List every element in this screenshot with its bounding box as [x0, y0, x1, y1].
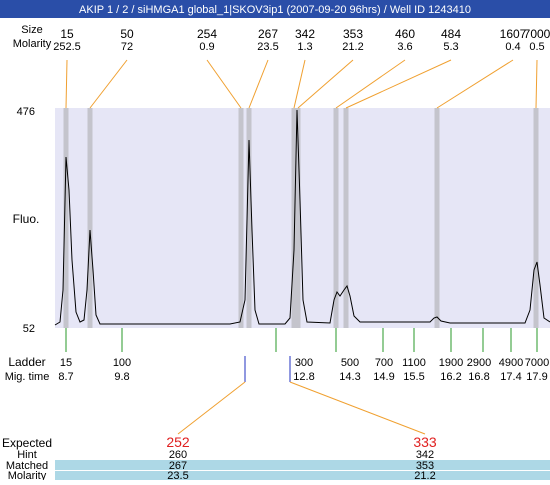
ladder-size: 700 — [375, 357, 393, 369]
ladder-mig: 8.7 — [58, 371, 73, 383]
y-min: 52 — [23, 323, 35, 335]
ladder-size: 500 — [341, 357, 359, 369]
title: AKIP 1 / 2 / siHMGA1 global_1|SKOV3ip1 (… — [79, 4, 471, 16]
ladder-size: 4900 — [499, 357, 523, 369]
size-label: Size — [21, 24, 42, 36]
ladder-mig: 16.8 — [468, 371, 489, 383]
hint-value: 342 — [416, 449, 434, 461]
peak-connector — [345, 59, 452, 109]
peak-connector — [436, 59, 514, 109]
ladder-size: 1900 — [439, 357, 463, 369]
expected-label: Expected — [2, 436, 52, 450]
peak-size: 267 — [258, 27, 278, 41]
peak-band — [87, 108, 93, 328]
title-bar — [0, 0, 550, 18]
mig-label: Mig. time — [5, 371, 50, 383]
peak-band — [246, 108, 252, 328]
hint-value: 260 — [169, 449, 187, 461]
peak-size: 50 — [120, 27, 134, 41]
molarity-row — [55, 471, 550, 480]
peak-band — [63, 108, 69, 328]
matched-value: 267 — [169, 460, 187, 472]
matched-label: Matched — [6, 460, 48, 472]
exp-molarity-label: Molarity — [8, 470, 47, 480]
peak-size: 342 — [295, 27, 315, 41]
trace — [54, 109, 550, 326]
peak-connector — [206, 59, 242, 109]
ladder-mig: 14.9 — [373, 371, 394, 383]
ladder-size: 100 — [113, 357, 131, 369]
y-max: 476 — [17, 106, 35, 118]
ladder-mig: 17.9 — [526, 371, 547, 383]
peak-molarity: 0.4 — [505, 41, 520, 53]
peak-band — [295, 108, 301, 328]
peak-band — [533, 108, 539, 328]
peak-connector — [65, 59, 68, 109]
peak-molarity: 0.5 — [529, 41, 544, 53]
ladder-size: 15 — [60, 357, 72, 369]
peak-size: 1607 — [500, 27, 527, 41]
peak-size: 353 — [343, 27, 363, 41]
peak-band — [343, 108, 349, 328]
ladder-size: 1100 — [402, 357, 426, 369]
ladder-size: 7000 — [525, 357, 549, 369]
peak-connector — [248, 59, 269, 109]
ladder-mig: 9.8 — [114, 371, 129, 383]
expected-connector — [177, 381, 246, 435]
peak-molarity: 23.5 — [257, 41, 278, 53]
ladder-mig: 16.2 — [440, 371, 461, 383]
peak-molarity: 1.3 — [297, 41, 312, 53]
peak-connector — [535, 59, 538, 109]
expected-value: 252 — [166, 434, 190, 450]
matched-row — [55, 460, 550, 470]
peak-size: 484 — [441, 27, 461, 41]
peak-connector — [89, 59, 128, 109]
peak-band — [434, 108, 440, 328]
molarity-label: Molarity — [13, 38, 52, 50]
peak-molarity: 252.5 — [53, 41, 81, 53]
peak-molarity: 3.6 — [397, 41, 412, 53]
ladder-size: 300 — [295, 357, 313, 369]
peak-band — [291, 108, 297, 328]
peak-molarity: 0.9 — [199, 41, 214, 53]
peak-molarity: 72 — [121, 41, 133, 53]
expected-connector — [289, 381, 426, 435]
matched-value: 353 — [416, 460, 434, 472]
peak-connector — [335, 59, 406, 109]
peak-size: 254 — [197, 27, 217, 41]
ladder-mig: 12.8 — [293, 371, 314, 383]
molarity-value: 23.5 — [167, 470, 188, 480]
peak-connector — [293, 59, 306, 109]
ladder-mig: 17.4 — [500, 371, 521, 383]
y-label: Fluo. — [13, 212, 40, 226]
peak-molarity: 5.3 — [443, 41, 458, 53]
peak-connector — [297, 59, 354, 109]
peak-size: 15 — [60, 27, 74, 41]
hint-label: Hint — [17, 449, 37, 461]
peak-size: 7000 — [524, 27, 550, 41]
ladder-size: 2900 — [467, 357, 491, 369]
ladder-mig: 14.3 — [339, 371, 360, 383]
expected-value: 333 — [413, 434, 437, 450]
peak-band — [333, 108, 339, 328]
peak-molarity: 21.2 — [342, 41, 363, 53]
peak-band — [238, 108, 244, 328]
peak-size: 460 — [395, 27, 415, 41]
ladder-mig: 15.5 — [403, 371, 424, 383]
molarity-value: 21.2 — [414, 470, 435, 480]
ladder-label: Ladder — [8, 355, 45, 369]
